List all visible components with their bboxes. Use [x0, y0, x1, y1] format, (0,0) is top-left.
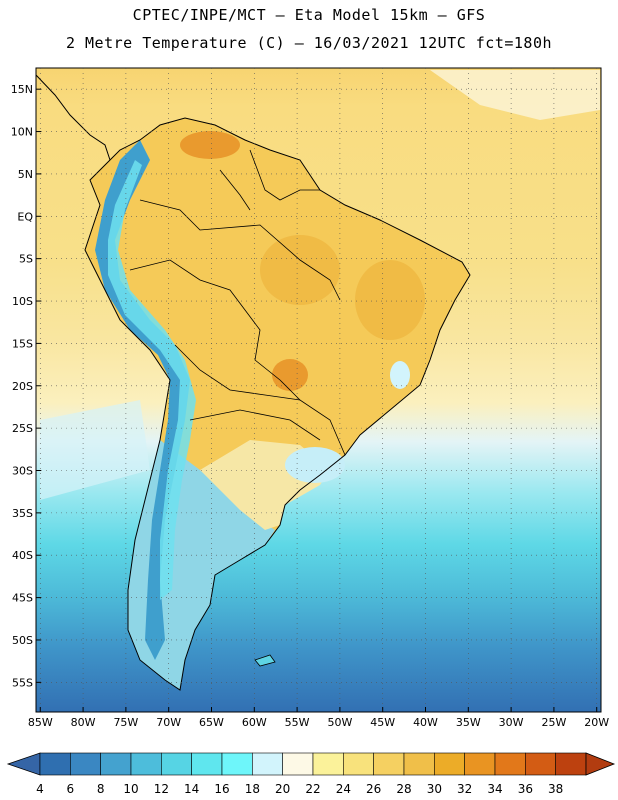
- colorbar-low-arrow: [6, 752, 41, 776]
- lat-tick-label: 5N: [18, 168, 33, 181]
- colorbar-label: 28: [396, 782, 411, 796]
- colorbar-label: 10: [123, 782, 138, 796]
- lon-tick-label: 25W: [541, 716, 566, 729]
- warm-sea-patch: [430, 70, 600, 120]
- hot-spot-north: [180, 131, 240, 159]
- lat-tick-label: 55S: [12, 676, 33, 689]
- lat-tick-label: 15S: [12, 337, 33, 350]
- falkland-islands: [254, 654, 276, 667]
- colorbar-swatch: [252, 752, 283, 776]
- cool-patch-east: [390, 361, 410, 389]
- colorbar-label: 6: [67, 782, 75, 796]
- colorbar-swatch: [130, 752, 162, 776]
- latitude-labels: 15N 10N 5N EQ 5S 10S 15S 20S 25S 30S 35S 40S 45S 50S 5…: [11, 83, 41, 689]
- andes-light-band: [108, 160, 196, 600]
- lon-tick-label: 80W: [71, 716, 96, 729]
- hot-spot-central: [272, 359, 308, 391]
- colorbar-label: 22: [305, 782, 320, 796]
- coastline: [84, 117, 471, 691]
- lon-tick-label: 50W: [327, 716, 352, 729]
- colorbar-label: 30: [427, 782, 442, 796]
- lon-tick-label: 65W: [199, 716, 224, 729]
- colorbar-swatch: [312, 752, 344, 776]
- colorbar-label: 36: [518, 782, 533, 796]
- lat-tick-label: EQ: [17, 210, 33, 223]
- colorbar-high-arrow: [585, 752, 616, 776]
- colorbar-label: 34: [487, 782, 502, 796]
- lon-tick-label: 70W: [156, 716, 181, 729]
- colorbar-label: 24: [336, 782, 351, 796]
- lon-tick-label: 55W: [285, 716, 310, 729]
- lon-tick-label: 35W: [456, 716, 481, 729]
- lat-tick-label: 15N: [11, 83, 33, 96]
- central-america-coast: [36, 74, 111, 161]
- colorbar-label: 14: [184, 782, 199, 796]
- lat-tick-label: 5S: [19, 253, 33, 266]
- longitude-labels: 85W 80W 75W 70W 65W 60W 55W 50W 45W 40W 35W 30W 25W 2…: [28, 707, 609, 729]
- colorbar-label: 32: [457, 782, 472, 796]
- lat-tick-label: 35S: [12, 507, 33, 520]
- colorbar-swatch: [161, 752, 192, 776]
- lon-tick-label: 40W: [413, 716, 438, 729]
- colorbar-swatch: [555, 752, 587, 776]
- lat-tick-label: 20S: [12, 380, 33, 393]
- map-plot-area: [36, 68, 601, 712]
- colorbar-swatch: [403, 752, 435, 776]
- colorbar-label: 8: [97, 782, 105, 796]
- map-frame: [35, 67, 602, 713]
- warm-zone-east: [355, 260, 425, 340]
- colorbar-swatch: [70, 752, 101, 776]
- lat-tick-label: 40S: [12, 549, 33, 562]
- lon-tick-label: 30W: [499, 716, 524, 729]
- lat-tick-label: 50S: [12, 634, 33, 647]
- colorbar-labels: 4 6 8 10 12 14 16 18 20 22 24 26 28 30 32 34 36 38: [36, 782, 563, 796]
- warm-zone-central: [260, 235, 340, 305]
- colorbar-label: 20: [275, 782, 290, 796]
- chart-title-line2: 2 Metre Temperature (C) – 16/03/2021 12U…: [65, 34, 553, 52]
- lon-tick-label: 20W: [584, 716, 609, 729]
- colorbar-swatch: [221, 752, 253, 776]
- colorbar-label: 26: [366, 782, 381, 796]
- lon-tick-label: 85W: [28, 716, 53, 729]
- colorbar-swatch: [282, 752, 314, 776]
- colorbar-swatch: [100, 752, 132, 776]
- lat-tick-label: 10N: [11, 126, 33, 139]
- lat-lon-grid: [36, 68, 601, 712]
- cool-patch-south: [285, 447, 345, 483]
- colorbar-swatch: [464, 752, 496, 776]
- colorbar-label: 4: [36, 782, 44, 796]
- lat-tick-label: 30S: [12, 465, 33, 478]
- colorbar-swatch: [434, 752, 465, 776]
- colorbar-label: 18: [245, 782, 260, 796]
- cool-sea-patch: [40, 400, 150, 500]
- country-borders: [129, 149, 346, 456]
- lon-tick-label: 45W: [370, 716, 395, 729]
- colorbar-swatch: [39, 752, 71, 776]
- colorbar-swatch: [343, 752, 374, 776]
- colorbar-swatch: [373, 752, 405, 776]
- colorbar-label: 12: [154, 782, 169, 796]
- colorbar-swatch: [494, 752, 526, 776]
- colorbar-swatch: [525, 752, 556, 776]
- lon-tick-label: 75W: [113, 716, 138, 729]
- colorbar-swatch: [191, 752, 223, 776]
- temperature-colorbar: [6, 752, 616, 776]
- lat-tick-label: 45S: [12, 592, 33, 605]
- chart-title-line1: CPTEC/INPE/MCT – Eta Model 15km – GFS: [132, 6, 486, 24]
- lat-tick-label: 25S: [12, 422, 33, 435]
- lon-tick-label: 60W: [242, 716, 267, 729]
- lat-tick-label: 10S: [12, 295, 33, 308]
- colorbar-label: 38: [548, 782, 563, 796]
- colorbar-label: 16: [214, 782, 229, 796]
